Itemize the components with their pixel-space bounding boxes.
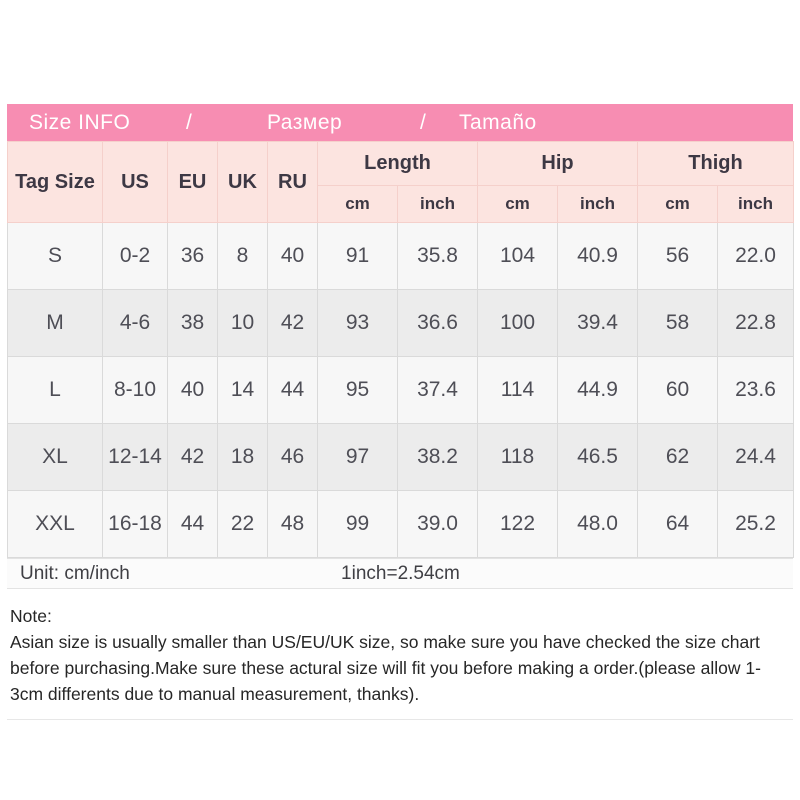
cell-us: 12-14 [102,423,168,491]
note-title: Note: [10,606,52,626]
cell-tag: S [7,222,103,290]
col-group-hip: Hip [477,141,638,186]
cell-length-inch: 36.6 [397,289,478,357]
cell-hip-inch: 40.9 [557,222,638,290]
cell-eu: 42 [167,423,218,491]
cell-uk: 18 [217,423,268,491]
size-table-body: S 0-2 36 8 40 91 35.8 104 40.9 56 22.0 M… [7,222,794,558]
banner-title-en: Size INFO [29,111,131,134]
col-header-ru: RU [267,141,318,223]
cell-length-inch: 37.4 [397,356,478,424]
cell-length-cm: 93 [317,289,398,357]
cell-thigh-inch: 25.2 [717,490,794,558]
inch-conversion-label: 1inch=2.54cm [341,563,460,584]
cell-length-inch: 35.8 [397,222,478,290]
cell-us: 0-2 [102,222,168,290]
cell-length-inch: 39.0 [397,490,478,558]
cell-length-inch: 38.2 [397,423,478,491]
col-header-us: US [102,141,168,223]
banner-title-es: Tamaño [459,111,537,134]
subcol-thigh-cm: cm [637,185,718,223]
cell-hip-inch: 48.0 [557,490,638,558]
banner-title-ru: Размер [267,111,343,134]
cell-uk: 14 [217,356,268,424]
cell-hip-cm: 100 [477,289,558,357]
note-section: Note: Asian size is usually smaller than… [7,602,793,720]
cell-hip-inch: 44.9 [557,356,638,424]
col-header-eu: EU [167,141,218,223]
cell-hip-inch: 39.4 [557,289,638,357]
cell-thigh-cm: 62 [637,423,718,491]
cell-length-cm: 97 [317,423,398,491]
cell-hip-cm: 122 [477,490,558,558]
cell-ru: 40 [267,222,318,290]
table-row-m: M 4-6 38 10 42 93 36.6 100 39.4 58 22.8 [7,289,794,357]
col-group-length: Length [317,141,478,186]
header-row-units: cm inch cm inch cm inch [8,185,794,223]
cell-ru: 48 [267,490,318,558]
cell-thigh-cm: 58 [637,289,718,357]
size-table: Tag Size US EU UK RU Length Hip Thigh cm… [7,141,794,558]
size-info-banner: Size INFO / Размер / Tamaño [7,104,793,141]
table-row-l: L 8-10 40 14 44 95 37.4 114 44.9 60 23.6 [7,356,794,424]
cell-us: 8-10 [102,356,168,424]
cell-hip-cm: 118 [477,423,558,491]
subcol-length-cm: cm [317,185,398,223]
cell-hip-cm: 114 [477,356,558,424]
cell-length-cm: 91 [317,222,398,290]
cell-eu: 36 [167,222,218,290]
cell-length-cm: 99 [317,490,398,558]
cell-thigh-inch: 22.8 [717,289,794,357]
cell-eu: 38 [167,289,218,357]
note-body: Asian size is usually smaller than US/EU… [10,632,761,704]
cell-thigh-cm: 56 [637,222,718,290]
cell-hip-inch: 46.5 [557,423,638,491]
col-group-thigh: Thigh [637,141,794,186]
cell-thigh-cm: 60 [637,356,718,424]
banner-separator: / [420,111,427,134]
subcol-thigh-inch: inch [717,185,794,223]
cell-tag: L [7,356,103,424]
size-chart-content: Size INFO / Размер / Tamaño Tag Size US … [7,104,794,720]
cell-thigh-inch: 23.6 [717,356,794,424]
unit-label: Unit: cm/inch [20,563,130,584]
cell-tag: XXL [7,490,103,558]
table-row-s: S 0-2 36 8 40 91 35.8 104 40.9 56 22.0 [7,222,794,290]
cell-length-cm: 95 [317,356,398,424]
cell-tag: XL [7,423,103,491]
unit-bar: Unit: cm/inch 1inch=2.54cm [7,558,793,589]
cell-uk: 10 [217,289,268,357]
cell-ru: 44 [267,356,318,424]
cell-hip-cm: 104 [477,222,558,290]
cell-eu: 40 [167,356,218,424]
cell-tag: M [7,289,103,357]
header-row-groups: Tag Size US EU UK RU Length Hip Thigh [7,141,794,223]
size-table-header: Tag Size US EU UK RU Length Hip Thigh cm… [7,141,794,223]
cell-uk: 22 [217,490,268,558]
subcol-hip-cm: cm [477,185,558,223]
table-row-xl: XL 12-14 42 18 46 97 38.2 118 46.5 62 24… [7,423,794,491]
col-header-uk: UK [217,141,268,223]
cell-eu: 44 [167,490,218,558]
cell-ru: 42 [267,289,318,357]
cell-us: 16-18 [102,490,168,558]
cell-thigh-inch: 22.0 [717,222,794,290]
table-row-xxl: XXL 16-18 44 22 48 99 39.0 122 48.0 64 2… [7,490,794,558]
cell-thigh-cm: 64 [637,490,718,558]
subcol-length-inch: inch [397,185,478,223]
cell-thigh-inch: 24.4 [717,423,794,491]
banner-separator: / [186,111,193,134]
col-header-tag-size: Tag Size [7,141,103,223]
subcol-hip-inch: inch [557,185,638,223]
cell-ru: 46 [267,423,318,491]
cell-us: 4-6 [102,289,168,357]
cell-uk: 8 [217,222,268,290]
